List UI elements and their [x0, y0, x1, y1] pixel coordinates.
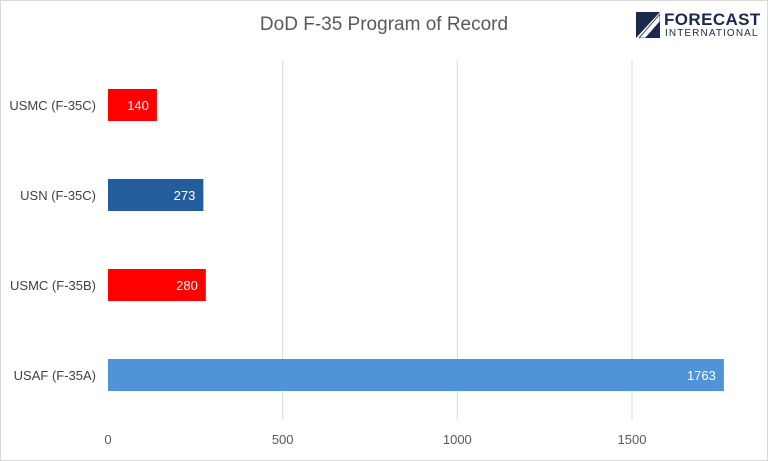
- bar: [108, 359, 724, 391]
- data-label: 1763: [687, 368, 716, 383]
- data-label: 273: [174, 188, 196, 203]
- data-label: 280: [176, 278, 198, 293]
- x-tick-label: 500: [272, 432, 294, 447]
- bar: [108, 179, 204, 211]
- forecast-logo-icon: [636, 12, 660, 38]
- data-label: 140: [127, 98, 149, 113]
- category-label: USAF (F-35A): [14, 368, 96, 383]
- bar: [108, 89, 157, 121]
- category-label: USMC (F-35C): [9, 98, 96, 113]
- x-tick-label: 1500: [618, 432, 647, 447]
- chart-title: DoD F-35 Program of Record: [259, 14, 509, 35]
- bar: [108, 269, 206, 301]
- x-tick-label: 0: [104, 432, 111, 447]
- category-label: USN (F-35C): [20, 188, 96, 203]
- x-tick-label: 1000: [443, 432, 472, 447]
- forecast-international-logo: FORECAST INTERNATIONAL: [636, 10, 764, 40]
- logo-subtitle: INTERNATIONAL: [665, 28, 759, 39]
- category-label: USMC (F-35B): [10, 278, 96, 293]
- logo-wordmark: FORECAST: [664, 10, 761, 29]
